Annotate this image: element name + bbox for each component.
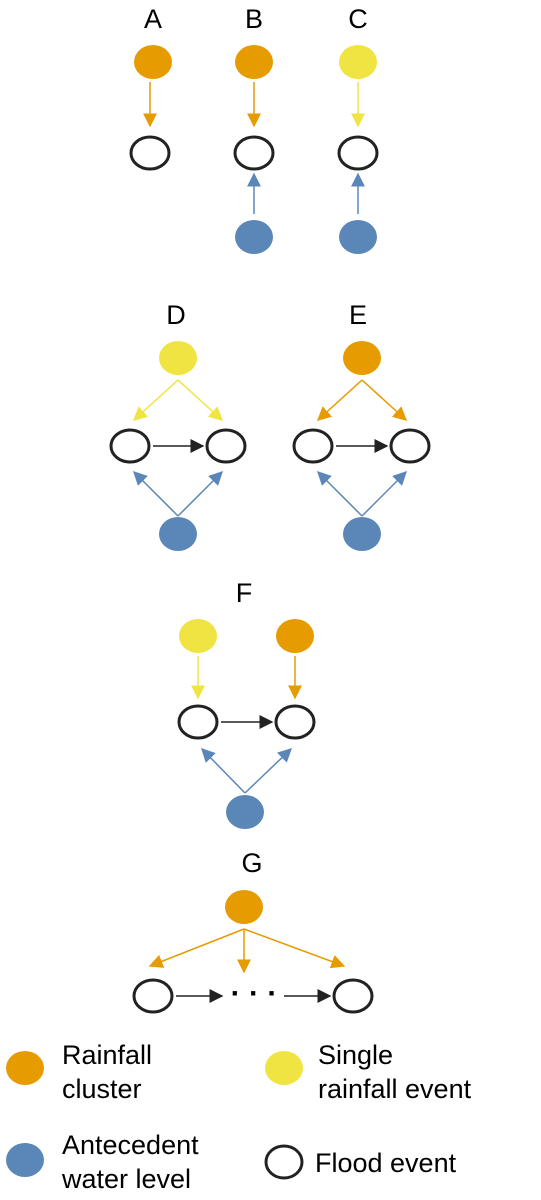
panel-label-b: B: [245, 4, 263, 34]
rainfall-to-flood-arrow: [177, 379, 224, 421]
panel-d: D: [109, 300, 247, 551]
panel-label-g: G: [241, 848, 262, 878]
rainfall-cluster-node: [276, 619, 314, 653]
single-rainfall-node: [339, 45, 377, 79]
legend-item-rainfall-cluster: Rainfall cluster: [6, 1040, 152, 1104]
flood-event-node: [129, 135, 171, 171]
flood-event-node: [233, 135, 275, 171]
single-rainfall-node: [179, 619, 217, 653]
panel-g: G · · ·: [132, 848, 374, 1014]
rainfall-to-flood-arrow: [361, 379, 408, 421]
legend-item-antecedent: Antecedent water level: [6, 1130, 199, 1194]
single-rainfall-swatch: [265, 1051, 303, 1085]
rainfall-to-flood-arrow: [316, 379, 363, 421]
legend-item-single-rainfall: Single rainfall event: [265, 1040, 472, 1104]
flood-event-node: [205, 428, 247, 464]
panel-f: F: [177, 578, 316, 829]
legend-label-line1: Rainfall: [62, 1040, 152, 1070]
antecedent-water-level-node: [343, 517, 381, 551]
legend-label-line1: Antecedent: [62, 1130, 199, 1160]
flood-event-node: [177, 704, 219, 740]
flood-event-node: [337, 135, 379, 171]
legend-label-line2: water level: [61, 1164, 191, 1194]
antecedent-water-level-node: [339, 220, 377, 254]
legend-label-line2: rainfall event: [318, 1074, 472, 1104]
legend-label-line1: Flood event: [315, 1148, 457, 1178]
panel-label-c: C: [348, 4, 368, 34]
antecedent-to-flood-arrow: [244, 748, 293, 794]
panel-label-a: A: [144, 4, 162, 34]
antecedent-water-level-node: [226, 795, 264, 829]
panel-e: E: [292, 300, 431, 551]
legend: Rainfall cluster Single rainfall event A…: [6, 1040, 472, 1194]
legend-label-line2: cluster: [62, 1074, 142, 1104]
panel-b: B: [233, 4, 275, 254]
antecedent-to-flood-arrow: [317, 471, 363, 517]
flood-event-node: [292, 428, 334, 464]
panel-label-f: F: [236, 578, 253, 608]
flood-event-swatch: [264, 1144, 304, 1180]
panel-c: C: [337, 4, 379, 254]
flood-event-node: [332, 978, 374, 1014]
single-rainfall-node: [159, 341, 197, 375]
rainfall-to-flood-arrow: [243, 928, 346, 969]
flood-event-node: [132, 978, 174, 1014]
rainfall-cluster-node: [343, 341, 381, 375]
antecedent-water-level-node: [235, 220, 273, 254]
panel-label-e: E: [349, 300, 367, 330]
rainfall-cluster-node: [225, 890, 263, 924]
panel-label-d: D: [166, 300, 186, 330]
rainfall-cluster-node: [134, 45, 172, 79]
antecedent-to-flood-arrow: [361, 471, 407, 517]
flood-event-node: [109, 428, 151, 464]
antecedent-swatch: [6, 1143, 44, 1177]
antecedent-to-flood-arrow: [201, 747, 246, 794]
panel-a: A: [129, 4, 172, 171]
antecedent-to-flood-arrow: [177, 471, 223, 517]
antecedent-to-flood-arrow: [133, 471, 179, 517]
antecedent-water-level-node: [159, 517, 197, 551]
flood-event-node: [274, 704, 316, 740]
flood-event-node: [389, 428, 431, 464]
rainfall-cluster-swatch: [6, 1051, 44, 1085]
legend-label-line1: Single: [318, 1040, 393, 1070]
legend-item-flood: Flood event: [264, 1144, 457, 1180]
rainfall-cluster-node: [235, 45, 273, 79]
continuation-ellipsis: · · ·: [231, 977, 278, 1010]
rainfall-to-flood-arrow: [148, 928, 245, 968]
rainfall-to-flood-arrow: [132, 379, 179, 421]
